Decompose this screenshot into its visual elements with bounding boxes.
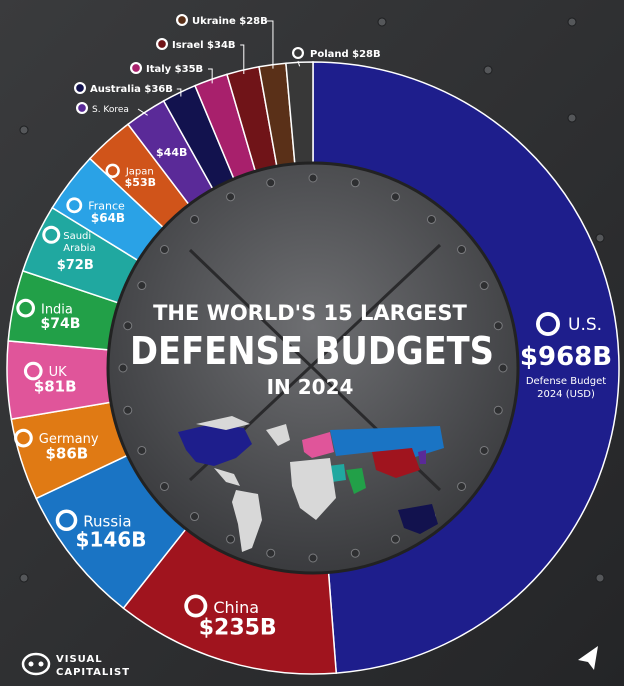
world-map bbox=[178, 416, 444, 552]
vault-rivet bbox=[479, 281, 489, 291]
vault-rivet bbox=[123, 405, 133, 415]
logo-line-1: VISUAL bbox=[56, 654, 103, 665]
flag-icon-japan bbox=[105, 163, 120, 178]
flag-icon-u-s bbox=[536, 312, 560, 336]
slice-name-india: India bbox=[41, 302, 73, 317]
slice-name-saudi-arabia-2: Arabia bbox=[63, 243, 95, 254]
vault-rivet bbox=[226, 534, 236, 544]
us-note-line-2: 2024 (USD) bbox=[537, 389, 595, 400]
vault-rivet bbox=[498, 363, 508, 373]
leader-line-italy bbox=[208, 68, 213, 84]
slice-name-israel: Israel $34B bbox=[172, 40, 236, 51]
vault-rivet bbox=[123, 321, 133, 331]
slice-name-australia: Australia $36B bbox=[90, 84, 173, 95]
slice-name-uk: UK bbox=[49, 365, 68, 380]
flag-icon-china bbox=[184, 594, 208, 618]
vault-rivet bbox=[137, 445, 147, 455]
slice-value-russia: $146B bbox=[76, 527, 147, 551]
vault-rivet bbox=[226, 192, 236, 202]
vault-rivet bbox=[190, 512, 200, 522]
flag-icon-uk bbox=[23, 361, 43, 381]
slice-labels: U.S. $968B China$235B Russia$146B Germany$86… bbox=[14, 14, 612, 641]
donut-slices bbox=[6, 61, 620, 675]
rivet bbox=[595, 573, 605, 583]
flag-icon-s-korea bbox=[76, 102, 88, 114]
slice-name-france: France bbox=[88, 199, 125, 212]
vault-rivet bbox=[308, 173, 318, 183]
vault-rivet bbox=[190, 214, 200, 224]
slice-value-germany: $86B bbox=[45, 445, 88, 463]
slice-name-japan: Japan bbox=[125, 166, 154, 177]
slice-value-china: $235B bbox=[199, 616, 277, 641]
vault-rivet bbox=[266, 548, 276, 558]
flag-icon-italy bbox=[130, 62, 142, 74]
slice-name-saudi-arabia-1: Saudi bbox=[63, 231, 91, 242]
flag-icon-saudi-arabia bbox=[42, 225, 61, 244]
vault-rivet bbox=[479, 445, 489, 455]
rivet bbox=[483, 65, 493, 75]
rivet bbox=[377, 17, 387, 27]
slice-value-india: $74B bbox=[40, 316, 80, 332]
rivet bbox=[567, 113, 577, 123]
rivet bbox=[19, 125, 29, 135]
vault-rivet bbox=[118, 363, 128, 373]
flag-icon-australia bbox=[74, 82, 86, 94]
flag-icon-india bbox=[16, 298, 35, 318]
vault-rivet bbox=[390, 192, 400, 202]
leader-line-israel bbox=[240, 44, 245, 75]
vault-rivet bbox=[457, 481, 467, 491]
vault-rivets bbox=[118, 173, 508, 563]
vault-rivet bbox=[266, 178, 276, 188]
leader-line-ukraine bbox=[266, 20, 274, 69]
slice-name-germany: Germany bbox=[39, 432, 99, 447]
rivet bbox=[567, 17, 577, 27]
rivet bbox=[595, 233, 605, 243]
slice-value-france: $64B bbox=[91, 211, 125, 225]
slice-value-japan: $53B bbox=[125, 176, 156, 189]
flag-icon-israel bbox=[156, 38, 168, 50]
title-line-3: IN 2024 bbox=[267, 375, 354, 399]
vault-rivet bbox=[350, 178, 360, 188]
vault-rivet bbox=[350, 548, 360, 558]
slice-name-u-s: U.S. bbox=[568, 315, 602, 335]
flag-icon-germany bbox=[14, 428, 33, 448]
paper-plane-icon bbox=[578, 646, 598, 670]
slice-name-poland: Poland $28B bbox=[310, 49, 381, 60]
vault-rivet bbox=[457, 245, 467, 255]
flag-icon-france bbox=[66, 197, 83, 214]
visual-capitalist-logo-icon bbox=[21, 652, 51, 676]
logo-line-2: CAPITALIST bbox=[56, 667, 130, 678]
flag-icon-ukraine bbox=[176, 14, 188, 26]
vault-rivet bbox=[159, 245, 169, 255]
slice-name-s-korea: S. Korea bbox=[92, 105, 129, 115]
vault-rivet bbox=[493, 321, 503, 331]
slice-value-s-korea: $44B bbox=[156, 146, 187, 159]
slice-value-u-s: $968B bbox=[520, 342, 612, 372]
vault-rivet bbox=[159, 481, 169, 491]
flag-icon-russia bbox=[55, 509, 78, 532]
leader-line-poland bbox=[297, 60, 301, 67]
vault-rivet bbox=[493, 405, 503, 415]
flag-icon-poland bbox=[292, 47, 304, 59]
rivet bbox=[19, 573, 29, 583]
vault-rivet bbox=[390, 534, 400, 544]
leader-line-s-korea bbox=[137, 108, 148, 116]
leader-line-australia bbox=[176, 88, 182, 97]
slice-name-italy: Italy $35B bbox=[146, 64, 203, 75]
slice-name-ukraine: Ukraine $28B bbox=[192, 16, 268, 27]
title-line-1: THE WORLD'S 15 LARGEST bbox=[153, 301, 467, 325]
vault-rivet bbox=[308, 553, 318, 563]
slice-value-uk: $81B bbox=[34, 378, 77, 396]
slice-value-saudi-arabia: $72B bbox=[57, 258, 94, 273]
vault-rivet bbox=[426, 214, 436, 224]
title-line-2: DEFENSE BUDGETS bbox=[130, 329, 494, 373]
slice-name-china: China bbox=[213, 598, 259, 617]
vault-rivet bbox=[137, 281, 147, 291]
us-note-line-1: Defense Budget bbox=[526, 376, 606, 387]
slice-name-russia: Russia bbox=[83, 512, 131, 530]
